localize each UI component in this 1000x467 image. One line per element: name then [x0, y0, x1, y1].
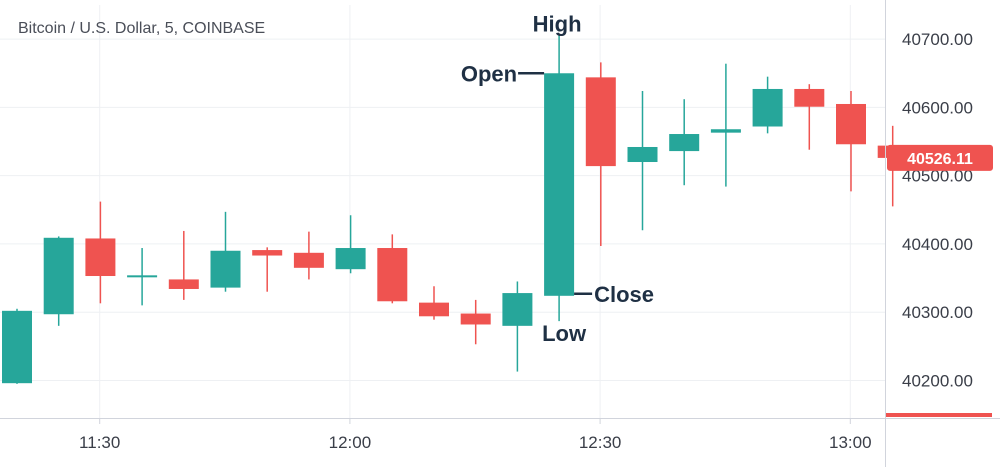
- candle-down: [168, 230, 199, 300]
- candle-up: [127, 248, 158, 306]
- candle-up: [43, 236, 74, 326]
- candle-body: [585, 77, 616, 167]
- candle-body: [377, 248, 408, 302]
- annotation-open: Open: [461, 61, 517, 86]
- y-tick-label: 40400.00: [902, 235, 973, 254]
- candle-down: [585, 62, 616, 246]
- x-tick-label: 13:00: [829, 433, 872, 452]
- candle-body: [168, 279, 199, 289]
- candle-body: [127, 275, 158, 278]
- annotation-low: Low: [542, 321, 587, 346]
- y-tick-label: 40200.00: [902, 371, 973, 390]
- x-tick-label: 12:30: [579, 433, 622, 452]
- candle-body: [502, 293, 533, 326]
- chart-title: Bitcoin / U.S. Dollar, 5, COINBASE: [18, 20, 265, 37]
- candle-down: [85, 201, 116, 304]
- current-price-badge: [887, 144, 993, 171]
- candle-up: [210, 211, 241, 292]
- candle-body: [460, 313, 491, 325]
- candle-down: [794, 84, 825, 150]
- candle-body: [210, 250, 241, 288]
- candles: [2, 33, 908, 384]
- candle-up: [669, 99, 700, 186]
- annotation-high: High: [533, 12, 582, 37]
- y-tick-label: 40300.00: [902, 303, 973, 322]
- candle-up: [752, 76, 783, 134]
- y-tick-label: 40700.00: [902, 30, 973, 49]
- price-marker-line: [886, 413, 992, 417]
- candle-body: [419, 302, 449, 317]
- candle-down: [377, 234, 408, 304]
- candle-up: [627, 91, 658, 231]
- grid: [0, 5, 885, 418]
- candle-body: [544, 73, 575, 296]
- candle-up: [710, 63, 741, 187]
- candle-body: [794, 88, 825, 107]
- candle-body: [43, 237, 74, 315]
- candle-body: [293, 252, 324, 268]
- annotation-close: Close: [594, 282, 654, 307]
- candle-up: [544, 33, 575, 322]
- candle-body: [710, 129, 741, 133]
- candle-up: [335, 215, 366, 274]
- candle-body: [335, 248, 366, 270]
- candle-body: [669, 134, 700, 152]
- candle-body: [85, 238, 116, 277]
- y-tick-label: 40600.00: [902, 98, 973, 117]
- candle-up: [502, 281, 533, 372]
- candle-body: [627, 146, 658, 163]
- candle-down: [460, 299, 491, 345]
- candle-body: [2, 310, 32, 384]
- candle-down: [293, 231, 324, 280]
- candle-body: [836, 103, 866, 145]
- current-price-label: 40526.11: [907, 151, 973, 168]
- candle-down: [419, 286, 449, 320]
- candle-body: [752, 88, 783, 127]
- x-tick-label: 12:00: [329, 433, 372, 452]
- x-tick-label: 11:30: [79, 433, 120, 452]
- ohlc-annotations: High Open Close Low: [461, 12, 654, 346]
- candle-down: [252, 247, 283, 292]
- candle-down: [836, 91, 866, 192]
- y-tick-label: 40500.00: [902, 167, 973, 186]
- candle-up: [2, 308, 32, 384]
- candle-body: [252, 250, 283, 256]
